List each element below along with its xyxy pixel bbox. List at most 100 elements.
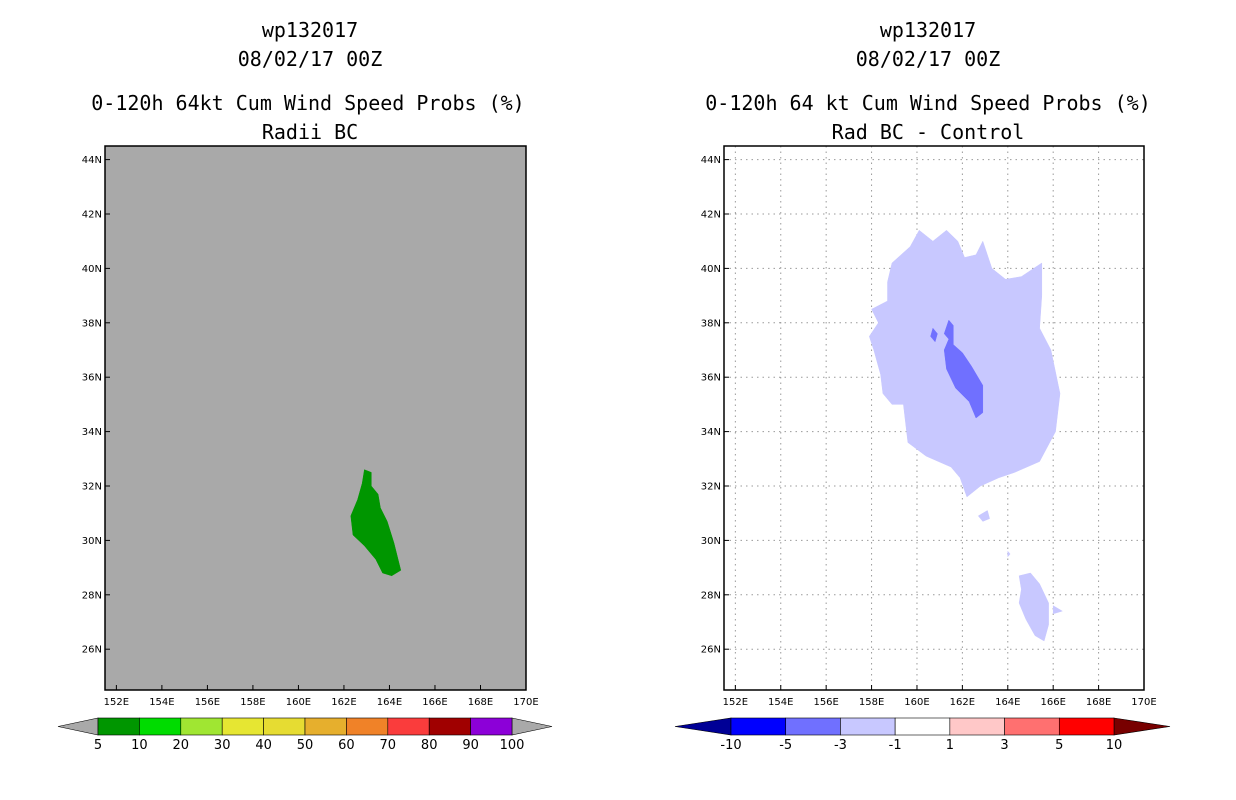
y-tick-label: 32N [82,482,102,493]
x-tick-label: 154E [149,697,174,708]
x-tick-label: 160E [904,697,929,708]
x-tick-label: 166E [422,697,447,708]
left-storm-id: wp132017 [261,18,359,42]
colorbar-segment [221,717,264,736]
colorbar-segment [180,717,223,736]
x-tick-label: 162E [950,697,975,708]
colorbar-label: -1 [889,738,902,753]
y-tick-label: 44N [701,155,721,166]
probability-region [943,319,984,419]
y-tick-label: 38N [701,318,721,329]
colorbar-segment [949,717,1005,736]
colorbar-segment [263,717,306,736]
left-datetime: 08/02/17 00Z [237,47,383,71]
colorbar-segment [428,717,471,736]
right-storm-id: wp132017 [879,18,977,42]
probability-region [350,469,402,577]
colorbar-label: -5 [779,738,792,753]
x-tick-label: 152E [104,697,129,708]
y-tick-label: 42N [701,210,721,221]
y-tick-label: 36N [701,373,721,384]
colorbar-segment [304,717,347,736]
probability-region [1018,572,1049,642]
colorbar-label: 60 [338,738,355,753]
panel-rad-bc-minus-control: 152E 154E 156E 158E 160E 162E 164E 166E 168E 170E… [701,145,1157,708]
colorbar-segment [1004,717,1060,736]
colorbar-label: 40 [255,738,272,753]
colorbar-label: 80 [421,738,438,753]
y-tick-label: 34N [82,427,102,438]
colorbar-left-triangle [57,717,99,736]
x-tick-label: 170E [513,697,538,708]
y-tick-label: 28N [82,590,102,601]
colorbar-segment [730,717,787,736]
panel-radii-bc: 152E 154E 156E 158E 160E 162E 164E 166E 168E 170E… [82,145,539,708]
x-tick-label: 164E [995,697,1020,708]
left-chart-title: 0-120h 64kt Cum Wind Speed Probs (%) [91,91,525,115]
y-tick-label: 26N [701,645,721,656]
x-tick-label: 156E [813,697,838,708]
right-chart-title: 0-120h 64 kt Cum Wind Speed Probs (%) [705,91,1151,115]
colorbar-label: 30 [214,738,231,753]
probability-region [1007,550,1011,558]
colorbar-right-triangle [1113,717,1171,736]
colorbar-segment [1058,717,1115,736]
left-chart-subtitle: Radii BC [261,120,359,144]
colorbar-segment [346,717,389,736]
y-tick-label: 32N [701,482,721,493]
y-tick-label: 36N [82,373,102,384]
colorbar-label: 90 [462,738,479,753]
y-tick-label: 26N [82,645,102,656]
y-tick-label: 44N [82,155,102,166]
colorbar-label: 70 [380,738,397,753]
x-tick-label: 164E [377,697,402,708]
colorbar-label: 1 [946,738,954,753]
x-tick-label: 154E [768,697,793,708]
colorbar-label: 20 [173,738,190,753]
x-tick-label: 156E [195,697,220,708]
colorbar-segment [97,717,140,736]
colorbar-label: 5 [1055,738,1063,753]
y-tick-label: 40N [701,264,721,275]
colorbar-label: 50 [297,738,314,753]
y-tick-label: 30N [701,536,721,547]
colorbar-segment [785,717,841,736]
right-chart-subtitle: Rad BC - Control [831,120,1025,144]
plot-frame [723,145,1145,691]
colorbar-label: -3 [834,738,847,753]
x-tick-label: 152E [723,697,748,708]
colorbar-label: 10 [131,738,148,753]
x-tick-label: 158E [240,697,265,708]
colorbar-label: -10 [720,738,741,753]
plot-frame [104,145,527,691]
x-tick-label: 160E [286,697,311,708]
colorbar-left-triangle [674,717,732,736]
probability-region [977,510,990,522]
colorbar-difference: -10 -5 -3 -1 1 3 5 10 [674,717,1171,753]
x-tick-label: 158E [859,697,884,708]
x-tick-label: 166E [1040,697,1065,708]
colorbar-segment [470,717,513,736]
y-tick-label: 38N [82,318,102,329]
colorbar-segment [139,717,182,736]
colorbar-label: 3 [1000,738,1008,753]
colorbar-segment [840,717,896,736]
plot-area [105,146,526,690]
right-datetime: 08/02/17 00Z [855,47,1001,71]
x-tick-label: 168E [1086,697,1111,708]
colorbar-label: 100 [500,738,525,753]
colorbar-label: 5 [94,738,102,753]
x-tick-label: 168E [468,697,493,708]
x-tick-label: 162E [331,697,356,708]
colorbar-segment [387,717,430,736]
probability-region [930,327,938,343]
x-tick-label: 170E [1131,697,1156,708]
colorbar-segment [894,717,951,736]
y-tick-label: 28N [701,590,721,601]
y-tick-label: 30N [82,536,102,547]
y-tick-label: 34N [701,427,721,438]
colorbar-probability: 5 10 20 30 40 50 60 70 80 90 100 [57,717,553,753]
probability-region [1052,605,1063,615]
colorbar-label: 10 [1106,738,1123,753]
y-tick-label: 40N [82,264,102,275]
